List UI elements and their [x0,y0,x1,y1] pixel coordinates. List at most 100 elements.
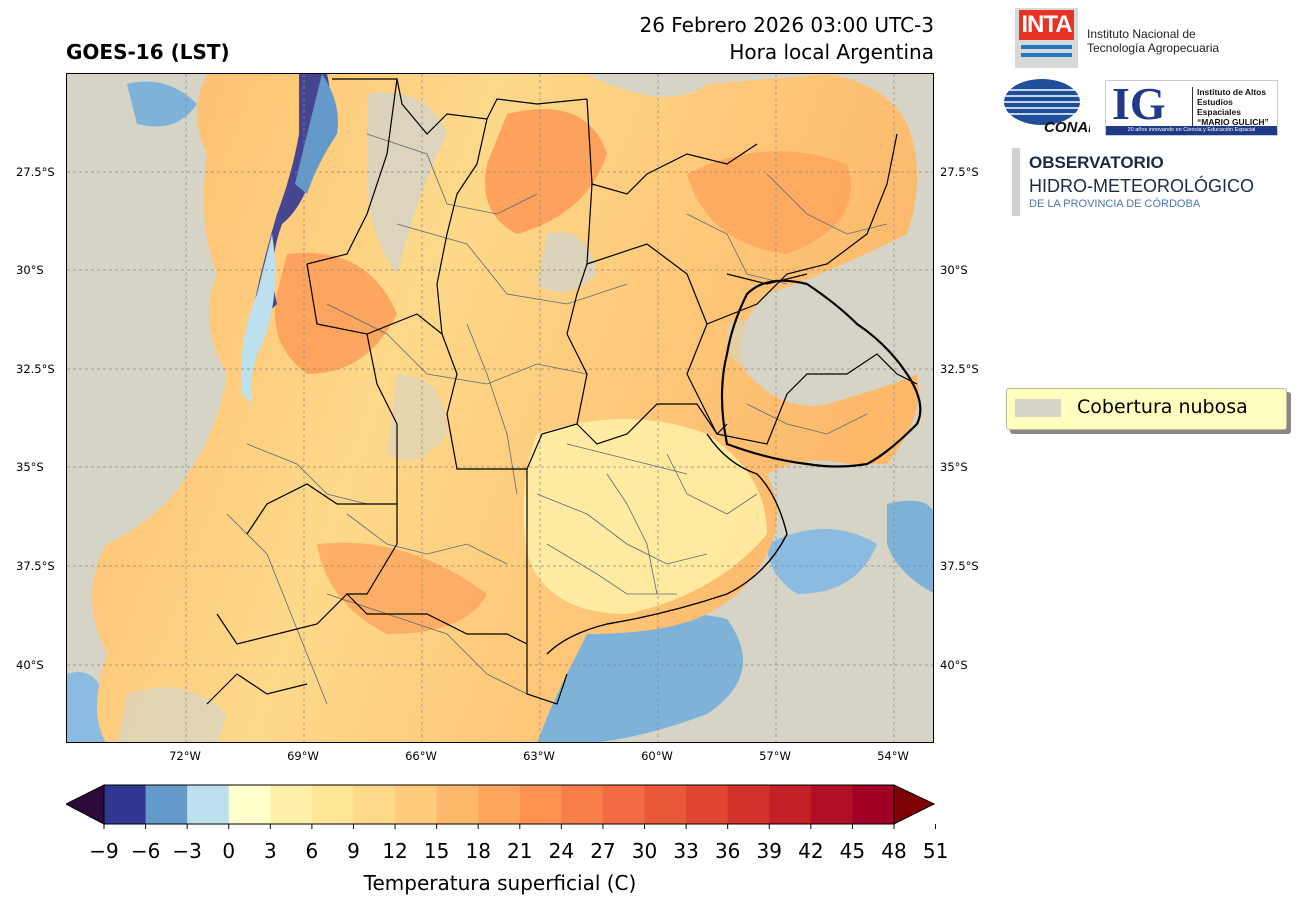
colorbar-tick-label: 24 [548,839,575,863]
colorbar-tick-label: 30 [631,839,658,863]
colorbar-title: Temperatura superficial (C) [363,871,637,895]
cold-region [127,81,197,127]
ig-letters: IG [1112,78,1166,129]
product-title: GOES-16 (LST) [66,40,230,64]
colorbar-tick-label: 3 [263,839,277,863]
conae-wordmark: CONAE [1044,119,1090,134]
colorbar-tick-label: 45 [839,839,866,863]
colorbar-cell [270,785,313,824]
colorbar-tick-label: −6 [130,839,161,863]
uruguay-border [720,279,922,468]
colorbar-cell [478,785,521,824]
colorbar [66,784,936,829]
colorbar-cells [104,785,895,824]
datetime-label: 26 Febrero 2026 03:00 UTC-3 [639,13,934,37]
colorbar-cell [810,785,853,824]
ocean-region [767,529,877,594]
lat-label-right: 27.5°S [940,165,979,179]
graticule [67,74,933,742]
legend-label: Cobertura nubosa [1077,396,1248,418]
observatorio-line: OBSERVATORIO [1029,153,1164,172]
colorbar-tick-label: 18 [465,839,491,863]
colorbar-cell [104,785,147,824]
lon-label: 57°W [759,749,791,763]
province-boundaries [206,78,918,705]
colorbar-cell [353,785,396,824]
mild-zone [523,419,767,614]
colorbar-cell [686,785,729,824]
department-boundaries [226,133,888,705]
ocean-region [887,500,933,593]
ig-name-line: “MARIO GULICH” [1197,117,1269,127]
lat-label-left: 35°S [16,460,44,474]
warm-zone [687,151,851,254]
lon-label: 72°W [169,749,201,763]
ocean-region [67,672,107,742]
lat-label-right: 30°S [940,263,968,277]
colorbar-cell [395,785,438,824]
colorbar-tick-label: 0 [222,839,236,863]
local-time-note: Hora local Argentina [729,40,934,64]
colorbar-cell [852,785,895,824]
colorbar-cell [769,785,812,824]
legend-swatch [1015,399,1061,417]
colorbar-cell [187,785,230,824]
ocean-region [537,614,743,742]
lat-label-left: 30°S [16,263,44,277]
lon-label: 60°W [641,749,673,763]
colorbar-tick-label: 42 [798,839,824,863]
colorbar-tick-label: −3 [172,839,202,863]
ig-tagline: 20 años innovando en Ciencia y Educación… [1106,126,1277,135]
ig-name-line: Estudios Espaciales [1197,97,1241,117]
cold-band-andes [241,234,276,404]
colorbar-cell [311,785,354,824]
inta-name: Instituto Nacional de Tecnología Agropec… [1087,27,1219,55]
colorbar-tick-label: 21 [507,839,533,863]
ig-name: Instituto de Altos Estudios Espaciales “… [1192,87,1277,127]
cold-band-andes [295,74,338,194]
colorbar-over-arrow [893,784,936,825]
warm-zone [485,109,607,234]
lat-label-right: 35°S [940,460,968,474]
lon-label: 69°W [287,749,319,763]
colorbar-under-arrow [66,784,105,825]
warm-zone [317,542,487,634]
colorbar-tick-label: 9 [347,839,360,863]
ig-logo: IG Instituto de Altos Estudios Espaciale… [1105,80,1278,136]
temperature-map [66,73,934,743]
observatorio-line: HIDRO-METEOROLÓGICO [1029,176,1255,196]
colorbar-cell [228,785,271,824]
colorbar-cell [602,785,646,824]
colorbar-cell [436,785,479,824]
colorbar-tick-label: 33 [673,839,699,863]
map-canvas [67,74,933,742]
lat-label-left: 32.5°S [16,362,55,376]
inta-stripe [1021,53,1072,57]
cloud-patch [537,232,597,292]
lat-label-left: 37.5°S [16,559,55,573]
colorbar-tick-label: 36 [714,839,741,863]
colorbar-tick-label: 51 [922,839,949,863]
observatorio-line: DE LA PROVINCIA DE CÓRDOBA [1029,198,1201,210]
colorbar-cell [519,785,562,824]
inta-wordmark: INTA [1019,10,1074,40]
colorbar-tick-label: 6 [305,839,319,863]
colorbar-tick-label: 48 [881,839,907,863]
lat-label-left: 40°S [16,658,44,672]
colorbar-cell [727,785,770,824]
cloud-patch [117,687,227,742]
warm-zone [275,252,397,374]
cloud-patch [387,374,447,461]
inta-logo: INTA [1015,8,1078,68]
colorbar-tick-label: 12 [382,839,408,863]
inta-name-line: Instituto Nacional de [1087,27,1196,41]
cloud-legend: Cobertura nubosa [1006,388,1287,430]
cloud-patch [367,92,447,274]
colorbar-cell [145,785,188,824]
inta-name-line: Tecnología Agropecuaria [1087,41,1220,55]
lon-label: 66°W [405,749,437,763]
lat-label-right: 37.5°S [940,559,979,573]
colorbar-tick-label: −9 [89,839,119,863]
colorbar-tick-label: 15 [423,839,450,863]
colorbar-ticks [103,824,936,829]
